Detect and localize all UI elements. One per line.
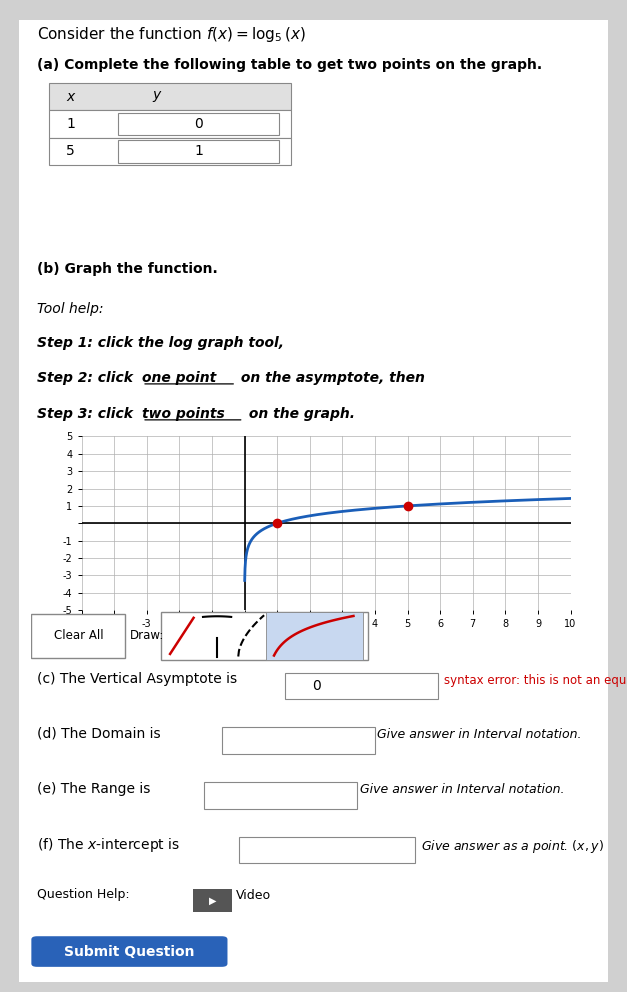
Text: Video: Video: [236, 889, 271, 902]
Text: one point: one point: [142, 371, 216, 385]
FancyBboxPatch shape: [118, 140, 280, 163]
FancyBboxPatch shape: [49, 110, 291, 138]
Text: on the graph.: on the graph.: [244, 407, 355, 421]
FancyBboxPatch shape: [19, 20, 608, 982]
Text: Give answer as a point. $(x, y)$: Give answer as a point. $(x, y)$: [421, 838, 604, 855]
Text: (c) The Vertical Asymptote is: (c) The Vertical Asymptote is: [37, 673, 237, 686]
Text: (e) The Range is: (e) The Range is: [37, 782, 150, 796]
FancyBboxPatch shape: [49, 83, 291, 110]
Text: $x$: $x$: [66, 89, 76, 103]
FancyBboxPatch shape: [239, 837, 415, 863]
FancyBboxPatch shape: [161, 612, 367, 660]
Text: 1: 1: [194, 145, 203, 159]
Text: syntax error: this is not an equation.: syntax error: this is not an equation.: [444, 674, 627, 686]
Text: 0: 0: [194, 117, 203, 131]
Text: Step 3: click: Step 3: click: [37, 407, 138, 421]
Text: (d) The Domain is: (d) The Domain is: [37, 727, 161, 741]
Text: 0: 0: [312, 679, 321, 693]
Text: (a) Complete the following table to get two points on the graph.: (a) Complete the following table to get …: [37, 58, 542, 72]
Text: Clear All: Clear All: [53, 629, 103, 643]
Text: Step 1: click the log graph tool,: Step 1: click the log graph tool,: [37, 336, 284, 350]
Text: Submit Question: Submit Question: [64, 944, 194, 958]
FancyBboxPatch shape: [31, 614, 125, 658]
FancyBboxPatch shape: [204, 782, 357, 808]
Text: 1: 1: [66, 117, 75, 131]
FancyBboxPatch shape: [266, 612, 363, 660]
FancyBboxPatch shape: [118, 113, 280, 135]
Text: Give answer in Interval notation.: Give answer in Interval notation.: [377, 728, 582, 741]
Text: two points: two points: [142, 407, 225, 421]
Text: (b) Graph the function.: (b) Graph the function.: [37, 262, 218, 276]
Text: on the asymptote, then: on the asymptote, then: [236, 371, 425, 385]
Text: (f) The $x$-intercept is: (f) The $x$-intercept is: [37, 836, 180, 854]
FancyBboxPatch shape: [49, 138, 291, 165]
FancyBboxPatch shape: [285, 673, 438, 699]
Text: Consider the function $f(x) = \log_5(x)$: Consider the function $f(x) = \log_5(x)$: [37, 25, 306, 44]
FancyBboxPatch shape: [193, 890, 232, 912]
FancyBboxPatch shape: [222, 727, 374, 754]
Text: ▶: ▶: [209, 896, 216, 906]
Text: Draw:: Draw:: [130, 629, 164, 643]
FancyBboxPatch shape: [31, 936, 228, 967]
Text: Question Help:: Question Help:: [37, 888, 130, 901]
Text: Tool help:: Tool help:: [37, 302, 103, 315]
Text: 5: 5: [66, 145, 75, 159]
Text: Give answer in Interval notation.: Give answer in Interval notation.: [360, 783, 565, 797]
Text: $y$: $y$: [152, 89, 163, 104]
Text: Step 2: click: Step 2: click: [37, 371, 138, 385]
